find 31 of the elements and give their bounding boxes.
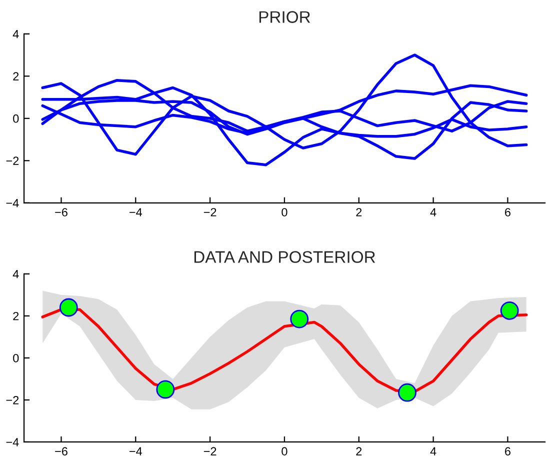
x-tick-label: 6 <box>505 447 510 456</box>
y-tick-label: 2 <box>13 72 19 80</box>
y-tick-label: −2 <box>6 156 19 165</box>
y-tick-label: 0 <box>13 114 19 123</box>
x-tick-label: −6 <box>55 208 68 216</box>
x-tick-label: 4 <box>430 208 436 216</box>
y-tick-label: −2 <box>6 396 19 404</box>
x-tick-label: −2 <box>204 447 216 456</box>
x-tick-label: −4 <box>129 208 142 216</box>
x-tick-label: 0 <box>282 447 288 456</box>
x-tick-label: −6 <box>55 447 68 456</box>
x-tick-label: 2 <box>356 208 362 216</box>
y-tick-label: 4 <box>12 30 19 38</box>
x-tick-label: −2 <box>204 208 216 216</box>
point <box>59 298 78 317</box>
x-tick-label: 0 <box>282 208 288 216</box>
x-tick-label: 4 <box>430 447 436 456</box>
point <box>290 310 309 328</box>
chart-title: DATA AND POSTERIOR <box>194 251 376 263</box>
y-tick-label: 4 <box>12 270 19 278</box>
x-tick-label: 6 <box>505 208 510 216</box>
y-tick-label: 2 <box>13 312 19 320</box>
y-tick-label: 0 <box>13 354 19 362</box>
point <box>398 383 416 402</box>
chart-title: PRIOR <box>259 11 310 23</box>
point <box>156 380 175 399</box>
x-tick-label: −4 <box>129 447 142 456</box>
y-tick-label: −4 <box>6 438 19 446</box>
point <box>500 301 519 320</box>
x-tick-label: 2 <box>356 447 362 456</box>
y-tick-label: −4 <box>6 199 19 208</box>
